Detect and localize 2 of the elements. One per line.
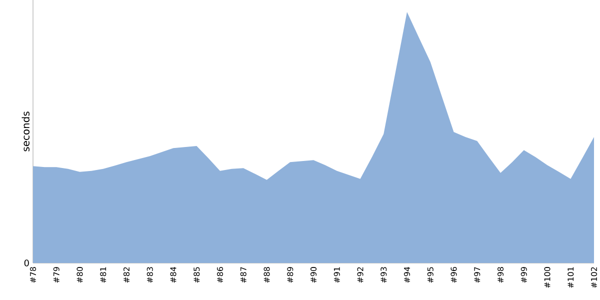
text: 0 <box>24 260 29 266</box>
y-axis-title: seconds <box>22 112 30 152</box>
